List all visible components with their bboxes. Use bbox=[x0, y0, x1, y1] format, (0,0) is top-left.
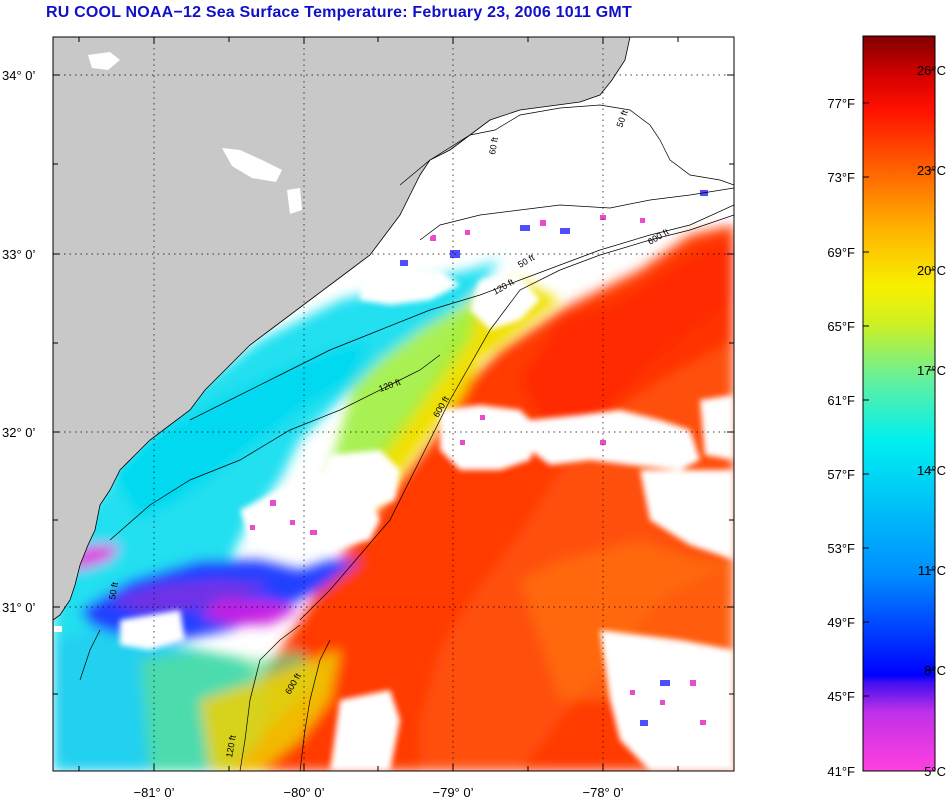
cloud-mask bbox=[120, 270, 734, 771]
celsius-labels: 26°C 23°C 20°C 17°C 14°C 11°C 8°C 5°C bbox=[917, 63, 946, 779]
celsius-label: 11°C bbox=[918, 563, 946, 578]
shelf-no-data bbox=[395, 105, 700, 250]
colorbar-gradient bbox=[862, 35, 936, 772]
colorbar: 77°F 73°F 69°F 65°F 61°F 57°F 53°F 49°F … bbox=[827, 35, 946, 779]
contour-label: 60 ft bbox=[487, 136, 500, 155]
celsius-label: 14°C bbox=[917, 463, 946, 478]
land-mass bbox=[53, 37, 631, 621]
axis-ticks bbox=[53, 37, 734, 771]
map-title: RU COOL NOAA−12 Sea Surface Temperature:… bbox=[46, 4, 632, 21]
contour-label: 50 ft bbox=[107, 581, 120, 600]
cloud-edge-speckles bbox=[250, 215, 706, 725]
lat-label: 33° 0’ bbox=[2, 247, 36, 262]
inland-lakes bbox=[54, 52, 302, 632]
fahrenheit-label: 49°F bbox=[827, 615, 855, 630]
graticule bbox=[53, 37, 734, 771]
celsius-label: 20°C bbox=[917, 263, 946, 278]
fahrenheit-label: 57°F bbox=[827, 467, 855, 482]
celsius-label: 5°C bbox=[924, 764, 946, 779]
lat-label: 32° 0’ bbox=[2, 425, 36, 440]
fahrenheit-label: 65°F bbox=[827, 319, 855, 334]
fahrenheit-label: 73°F bbox=[827, 170, 855, 185]
fahrenheit-label: 77°F bbox=[827, 96, 855, 111]
fahrenheit-labels: 77°F 73°F 69°F 65°F 61°F 57°F 53°F 49°F … bbox=[827, 96, 855, 779]
lon-label: −78° 0’ bbox=[583, 785, 624, 800]
lon-label: −80° 0’ bbox=[284, 785, 325, 800]
contour-label: 120 ft bbox=[224, 734, 238, 758]
celsius-label: 23°C bbox=[917, 163, 946, 178]
celsius-label: 17°C bbox=[917, 363, 946, 378]
longitude-labels: −81° 0’ −80° 0’ −79° 0’ −78° 0’ bbox=[134, 785, 624, 800]
celsius-label: 8°C bbox=[924, 663, 946, 678]
fahrenheit-label: 45°F bbox=[827, 689, 855, 704]
colorbar-ticks bbox=[863, 69, 935, 697]
latitude-labels: 34° 0’ 33° 0’ 32° 0’ 31° 0’ bbox=[2, 68, 36, 615]
fahrenheit-label: 53°F bbox=[827, 541, 855, 556]
map-frame bbox=[52, 36, 735, 772]
fahrenheit-label: 41°F bbox=[827, 764, 855, 779]
lon-label: −81° 0’ bbox=[134, 785, 175, 800]
lat-label: 31° 0’ bbox=[2, 600, 36, 615]
map-panel: 50 ft 60 ft 120 ft 600 ft 50 ft 120 ft 6… bbox=[53, 37, 734, 771]
fahrenheit-label: 61°F bbox=[827, 393, 855, 408]
celsius-label: 26°C bbox=[917, 63, 946, 78]
lat-label: 34° 0’ bbox=[2, 68, 36, 83]
depth-contours bbox=[79, 104, 734, 771]
fahrenheit-label: 69°F bbox=[827, 245, 855, 260]
lon-label: −79° 0’ bbox=[433, 785, 474, 800]
